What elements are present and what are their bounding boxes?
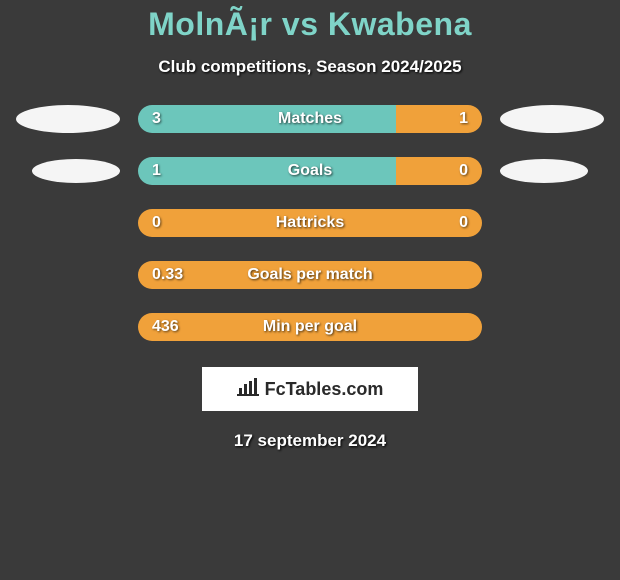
page-title: MolnÃ¡r vs Kwabena <box>148 6 472 43</box>
stat-row: 0.33Goals per match <box>16 261 604 289</box>
bar-segment-full <box>138 209 482 237</box>
stat-value-left: 0 <box>152 209 161 237</box>
stats-container: 31Matches10Goals00Hattricks0.33Goals per… <box>16 105 604 365</box>
stat-bar: 436Min per goal <box>138 313 482 341</box>
page-subtitle: Club competitions, Season 2024/2025 <box>158 57 461 77</box>
bar-segment-full <box>138 313 482 341</box>
chart-icon <box>237 378 259 401</box>
stat-value-left: 0.33 <box>152 261 183 289</box>
player-right-oval <box>500 159 588 183</box>
player-right-oval <box>500 105 604 133</box>
logo-text: FcTables.com <box>265 379 384 400</box>
stat-bar: 10Goals <box>138 157 482 185</box>
bar-segment-full <box>138 261 482 289</box>
stat-row: 00Hattricks <box>16 209 604 237</box>
stat-value-left: 1 <box>152 157 161 185</box>
stat-value-right: 1 <box>459 105 468 133</box>
player-left-oval <box>16 105 120 133</box>
bar-segment-left <box>138 105 396 133</box>
stat-row: 436Min per goal <box>16 313 604 341</box>
bar-segment-right <box>396 157 482 185</box>
stat-bar: 00Hattricks <box>138 209 482 237</box>
bar-segment-left <box>138 157 396 185</box>
stat-row: 10Goals <box>16 157 604 185</box>
logo-box: FcTables.com <box>202 367 418 411</box>
bar-segment-right <box>396 105 482 133</box>
page-root: MolnÃ¡r vs Kwabena Club competitions, Se… <box>0 0 620 580</box>
stat-bar: 0.33Goals per match <box>138 261 482 289</box>
stat-value-right: 0 <box>459 157 468 185</box>
stat-value-left: 3 <box>152 105 161 133</box>
stat-row: 31Matches <box>16 105 604 133</box>
player-left-oval <box>32 159 120 183</box>
stat-value-left: 436 <box>152 313 179 341</box>
stat-value-right: 0 <box>459 209 468 237</box>
logo-inner: FcTables.com <box>237 378 384 401</box>
stat-bar: 31Matches <box>138 105 482 133</box>
date-text: 17 september 2024 <box>234 431 386 451</box>
